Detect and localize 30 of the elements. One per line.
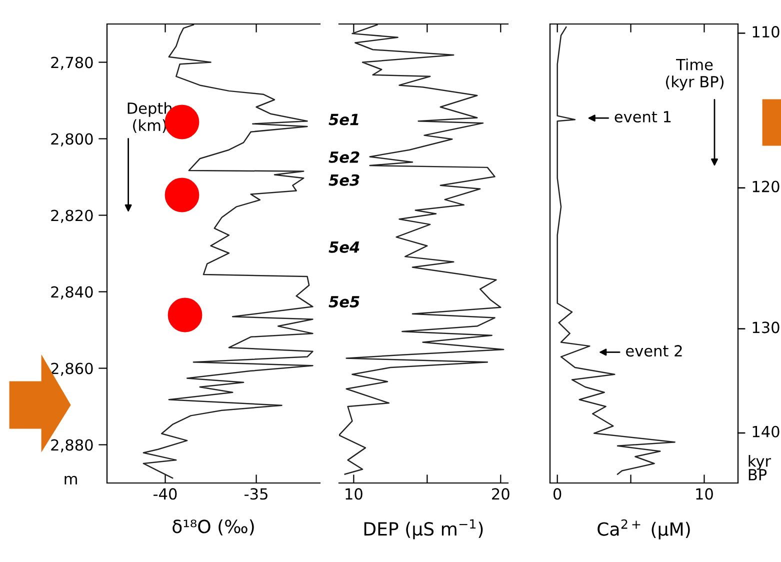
annotation: Depth (km) <box>128 102 172 133</box>
annotation: Time (kyr BP) <box>666 58 724 90</box>
x-axis-title: DEP (µS m$^{−1}$) <box>364 519 483 540</box>
x-tick-label: 0 <box>553 488 562 500</box>
annotation: event 1 <box>614 111 671 123</box>
y-tick-label: 2,880 <box>51 439 93 452</box>
x-tick-label: -40 <box>154 488 177 500</box>
x-tick-label: 10 <box>696 488 713 500</box>
x-tick-label: -35 <box>244 488 268 500</box>
x-axis-title: δ¹⁸O (‰) <box>172 519 254 536</box>
x-axis-title: Ca$^{2+}$ (µM) <box>598 519 690 540</box>
annotation: 5e2 <box>328 151 360 163</box>
annotation: 5e3 <box>328 174 360 186</box>
y-tick-label: 2,820 <box>51 210 93 223</box>
text: 140 <box>752 426 780 438</box>
x-tick-label: 20 <box>492 488 510 500</box>
text: 110 <box>752 26 780 38</box>
annotation: 5e1 <box>328 114 358 126</box>
y-tick-label: 2,800 <box>51 133 93 146</box>
annotation: 5e4 <box>328 242 360 253</box>
text: 130 <box>752 322 780 334</box>
y-tick-label: 2,840 <box>51 286 93 300</box>
annotation: event 2 <box>626 345 682 357</box>
y-tick-label: 2,860 <box>51 362 93 376</box>
y-axis-title: m <box>64 476 77 484</box>
annotation: 5e5 <box>328 296 360 308</box>
text: 120 <box>752 180 780 192</box>
text: kyr BP <box>748 455 772 480</box>
y-tick-label: 2,780 <box>51 56 93 70</box>
x-tick-label: 10 <box>346 488 362 500</box>
